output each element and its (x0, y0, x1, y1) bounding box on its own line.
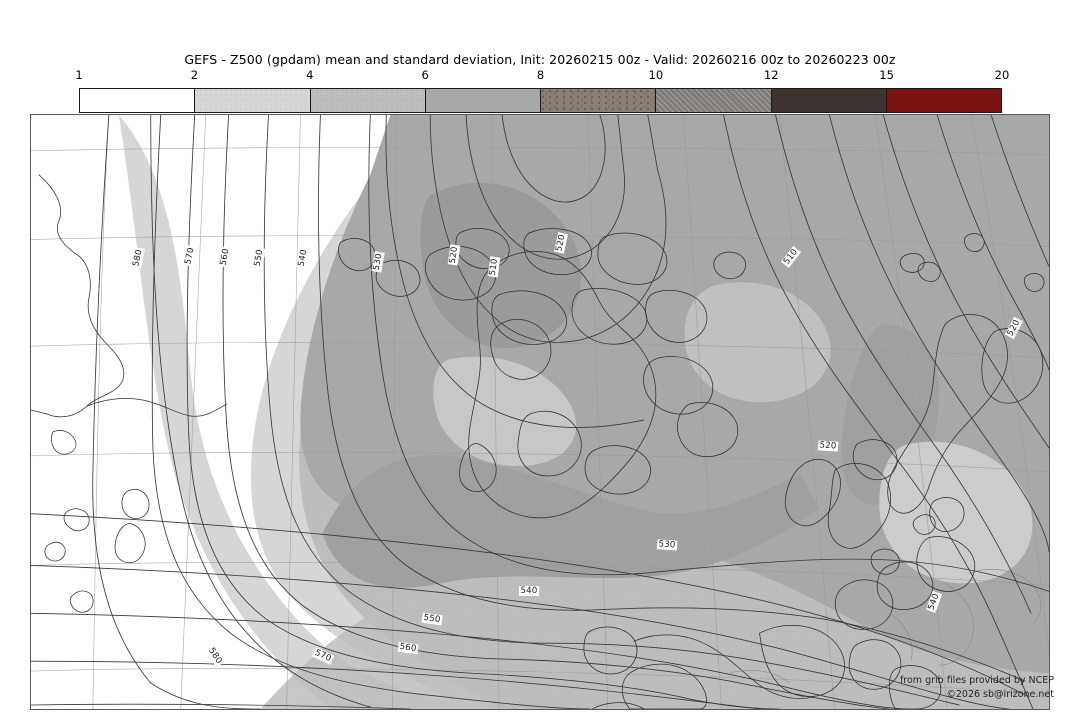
contour-550 (222, 115, 890, 709)
colorbar-tick-20: 20 (994, 68, 1010, 82)
contour-550s (31, 565, 1010, 709)
colorbar-segment-2-4 (195, 89, 311, 112)
colorbar-tick-labels: 1 2 4 6 8 10 12 15 20 (75, 68, 1009, 86)
colorbar-segment-6-8 (425, 89, 541, 112)
contour-540s (31, 513, 1030, 698)
contour-580 (92, 115, 261, 709)
colorbar-segment-10-12 (656, 89, 772, 112)
page-title: GEFS - Z500 (gpdam) mean and standard de… (184, 52, 896, 67)
sd-band-6-8-atlantic (322, 455, 820, 588)
sd-hole-norwegian (684, 282, 831, 403)
colorbar-segments (79, 88, 1002, 113)
contour-560r (936, 115, 1049, 371)
colorbar-tick-1: 1 (75, 68, 83, 82)
contour-lines (31, 115, 1049, 709)
colorbar-tick-15: 15 (879, 68, 894, 82)
colorbar-texture (656, 89, 771, 112)
map-panel[interactable]: 580 570 560 550 540 530 520 510 520 510 520 520 530 5… (30, 114, 1050, 710)
map-canvas (31, 115, 1049, 709)
sd-hole-east (879, 441, 1033, 584)
contour-510 (429, 115, 667, 343)
credit-copyright: ©2026 sb@irizone.net (946, 689, 1054, 700)
sd-band-6-8-arctic (420, 182, 582, 349)
colorbar-texture (195, 89, 310, 112)
colorbar-tick-10: 10 (648, 68, 664, 82)
contour-560 (186, 115, 780, 709)
colorbar-tick-4: 4 (306, 68, 314, 82)
contour-570r (990, 115, 1049, 267)
contour-label-520: 520 (817, 439, 839, 452)
contour-520b (385, 115, 645, 428)
credit-source: from grib files provided by NCEP (899, 675, 1054, 686)
contour-520 (368, 115, 1049, 592)
contour-560s (31, 612, 910, 709)
colorbar-tick-2: 2 (190, 68, 199, 82)
colorbar (79, 88, 1002, 113)
contour-550r (882, 115, 1049, 449)
contour-580sw (150, 115, 371, 708)
sd-band-1-2b (118, 115, 501, 709)
colorbar-tick-8: 8 (536, 68, 545, 82)
contour-540 (263, 115, 960, 706)
colorbar-segment-8-10 (541, 89, 657, 112)
colorbar-segment-15-20 (886, 89, 1001, 112)
contour-580s (31, 703, 411, 709)
colorbar-texture (541, 89, 656, 112)
contour-540r (829, 115, 1049, 552)
contour-505 (501, 115, 606, 203)
colorbar-tick-12: 12 (763, 68, 779, 82)
colorbar-texture (310, 89, 425, 112)
colorbar-segment-1-2 (80, 89, 196, 112)
colorbar-tick-6: 6 (421, 68, 429, 82)
contour-label-530: 530 (656, 538, 678, 551)
contour-570s (31, 660, 760, 709)
contour-520r (723, 115, 1034, 709)
contour-label-540: 540 (519, 585, 539, 597)
colorbar-segment-4-6 (310, 89, 426, 112)
contour-530r (775, 115, 1032, 614)
contour-510b (465, 115, 625, 260)
contour-570 (151, 115, 591, 709)
colorbar-segment-12-15 (771, 89, 887, 112)
coastlines (31, 174, 1045, 709)
